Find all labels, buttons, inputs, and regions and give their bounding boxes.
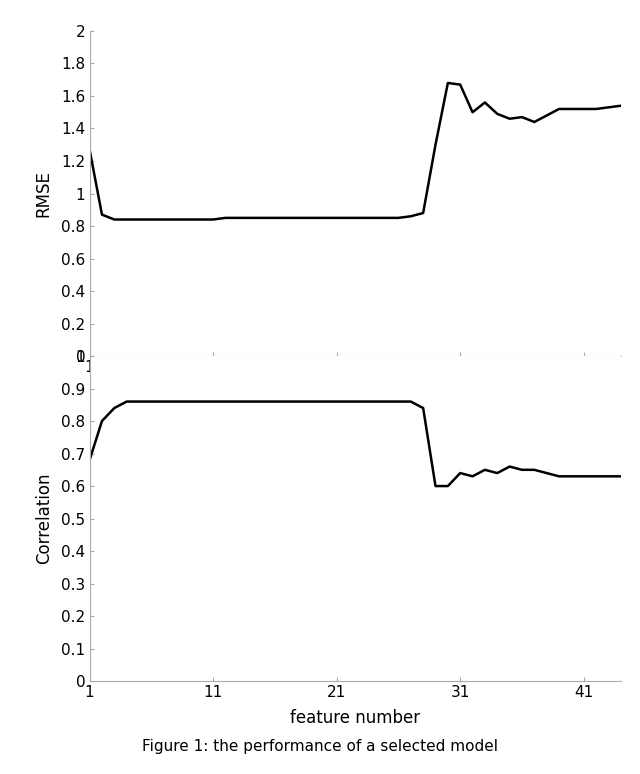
Text: Figure 1: the performance of a selected model: Figure 1: the performance of a selected …	[142, 738, 498, 754]
X-axis label: feature number: feature number	[290, 709, 420, 727]
Y-axis label: Correlation: Correlation	[35, 473, 53, 564]
Y-axis label: RMSE: RMSE	[35, 170, 53, 217]
X-axis label: feature number: feature number	[290, 384, 420, 402]
